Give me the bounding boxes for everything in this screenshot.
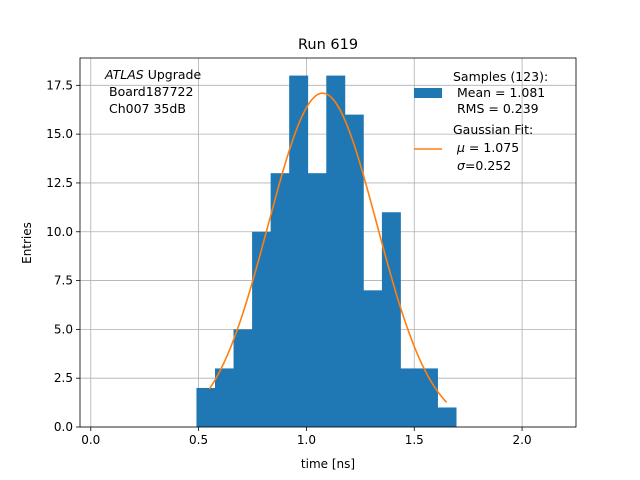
plot-frame: [79, 57, 577, 428]
x-tick-label: 0.0: [81, 433, 100, 447]
y-axis-label: Entries: [20, 222, 34, 264]
annotation-channel: Ch007 35dB: [109, 101, 186, 116]
legend-fit-sigma: σ=0.252: [457, 158, 511, 173]
y-tick-label: 15.0: [46, 127, 73, 141]
histogram-bar: [270, 173, 290, 427]
legend-fit-title: Gaussian Fit:: [453, 122, 533, 137]
y-tick-label: 0.0: [54, 420, 73, 434]
histogram-bar: [437, 407, 457, 427]
legend-fit-sigma-value: =0.252: [465, 158, 511, 173]
histogram-bar: [196, 387, 216, 427]
histogram-bar: [252, 231, 272, 427]
legend-fit-mu: μ = 1.075: [456, 140, 519, 155]
x-tick-label: 2.0: [513, 433, 532, 447]
histogram-bar: [214, 368, 234, 427]
svg-text:ATLAS Upgrade: ATLAS Upgrade: [104, 67, 201, 82]
legend-samples-rms: RMS = 0.239: [457, 101, 539, 116]
histogram-bar: [400, 368, 420, 427]
legend: Samples (123): Mean = 1.081 RMS = 0.239 …: [414, 69, 548, 173]
annotation-atlas: ATLAS: [104, 67, 144, 82]
chart-title: Run 619: [298, 37, 358, 53]
legend-fit-mu-value: = 1.075: [465, 140, 519, 155]
y-axis-ticks: 0.0 2.5 5.0 7.5 10.0 12.5 15.0 17.5: [46, 78, 80, 434]
legend-samples-title: Samples (123):: [453, 69, 548, 84]
histogram-bar: [344, 114, 364, 427]
legend-samples-swatch: [414, 88, 442, 98]
x-tick-label: 1.5: [405, 433, 424, 447]
histogram-bar: [233, 329, 253, 427]
histogram-bar: [289, 75, 309, 428]
histogram-bar: [307, 173, 327, 427]
annotation-upgrade: Upgrade: [144, 67, 202, 82]
histogram-bars: [196, 75, 457, 428]
histogram-bar: [363, 290, 383, 427]
x-tick-label: 0.5: [189, 433, 208, 447]
atlas-annotation: ATLAS Upgrade Board187722 Ch007 35dB: [104, 67, 201, 116]
histogram-bar: [419, 368, 438, 427]
x-axis-ticks: 0.0 0.5 1.0 1.5 2.0: [81, 427, 532, 447]
y-tick-label: 17.5: [46, 78, 73, 92]
gaussian-fit: [208, 92, 448, 403]
annotation-board: Board187722: [109, 84, 193, 99]
x-axis-label: time [ns]: [301, 457, 355, 471]
y-tick-label: 12.5: [46, 176, 73, 190]
y-tick-label: 7.5: [54, 274, 73, 288]
legend-fit-mu-symbol: μ: [456, 140, 465, 155]
y-tick-label: 2.5: [54, 371, 73, 385]
histogram-bar: [326, 75, 346, 428]
gaussian-fit-line: [208, 92, 448, 403]
x-tick-label: 1.0: [297, 433, 316, 447]
legend-fit-sigma-symbol: σ: [457, 158, 466, 173]
histogram-bar: [381, 212, 401, 427]
y-tick-label: 5.0: [54, 322, 73, 336]
legend-samples-mean: Mean = 1.081: [457, 85, 545, 100]
y-tick-label: 10.0: [46, 225, 73, 239]
